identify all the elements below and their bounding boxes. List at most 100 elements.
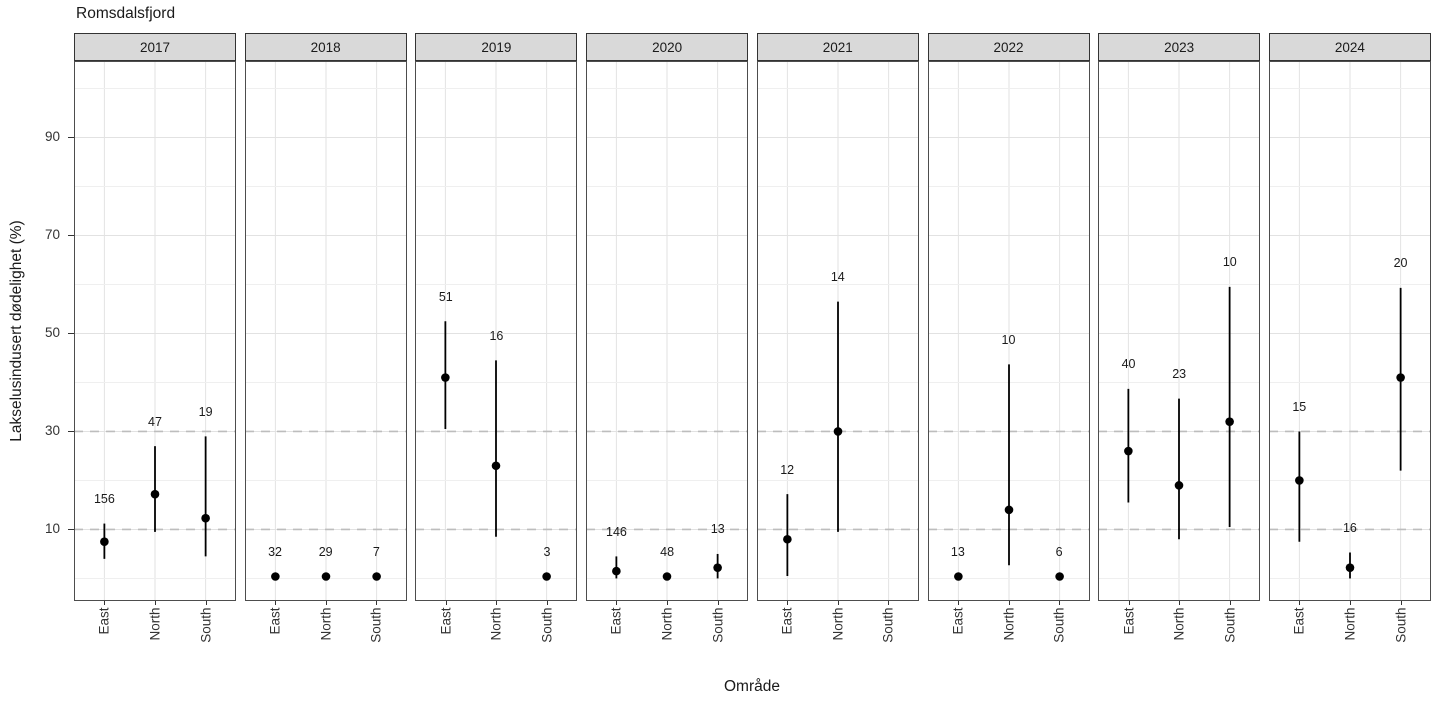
x-axis-tick-mark — [1229, 601, 1231, 605]
point-2023-North — [1174, 481, 1184, 490]
panel-canvas-2024 — [1269, 62, 1430, 600]
facet-strip-2022: 2022 — [927, 33, 1090, 61]
panel-canvas-2019 — [416, 62, 577, 600]
count-label-2022-North: 10 — [1001, 332, 1016, 347]
count-label-2019-South: 3 — [543, 544, 551, 559]
panel-canvas-2022 — [928, 62, 1089, 600]
x-axis-tick-label-east: East — [438, 607, 454, 635]
x-axis-tick-mark — [376, 601, 378, 605]
x-axis-tick-mark — [325, 601, 327, 605]
point-2024-South — [1396, 373, 1405, 382]
x-axis-tick-label-east: East — [96, 607, 112, 635]
y-axis-tick-label: 50 — [44, 325, 60, 341]
x-axis-tick-mark — [616, 601, 618, 605]
facet-panel-2021 — [756, 61, 919, 601]
point-2024-North — [1345, 563, 1355, 572]
x-axis-tick-label-south: South — [368, 607, 384, 643]
facet-strip-2020: 2020 — [586, 33, 749, 61]
chart-title: Romsdalsfjord — [76, 5, 176, 22]
panel-canvas-2021 — [757, 62, 918, 600]
point-2017-South — [201, 513, 210, 523]
x-axis-tick-mark — [547, 601, 549, 605]
facet-panel-2024 — [1268, 61, 1431, 601]
facet-panel-2023 — [1098, 61, 1261, 601]
y-axis-tick-label: 10 — [44, 521, 60, 537]
facet-strip-label: 2023 — [1164, 39, 1195, 55]
count-label-2024-East: 15 — [1292, 399, 1307, 414]
x-axis-tick-label-east: East — [1291, 607, 1307, 635]
facet-strip-label: 2019 — [481, 39, 512, 55]
facet-strip-label: 2018 — [310, 39, 341, 55]
point-2020-North — [662, 572, 672, 581]
facet-strip-2019: 2019 — [415, 33, 578, 61]
panel-canvas-2020 — [587, 62, 748, 600]
point-2022-South — [1054, 572, 1064, 581]
x-axis-tick-mark — [1349, 601, 1351, 605]
point-2018-South — [372, 572, 381, 581]
point-2021-North — [833, 427, 843, 436]
point-2020-South — [713, 563, 723, 572]
panel-canvas-2017 — [75, 62, 235, 600]
x-axis-title: Område — [724, 678, 780, 695]
x-axis-tick-mark — [837, 601, 839, 605]
x-axis-tick-label-south: South — [1222, 607, 1238, 643]
count-label-2020-North: 48 — [660, 544, 675, 559]
x-axis-tick-label-north: North — [318, 607, 334, 641]
y-axis-tick-label: 90 — [44, 129, 60, 145]
facet-strip-2021: 2021 — [756, 33, 919, 61]
count-label-2020-East: 146 — [606, 524, 627, 539]
facet-panel-2017 — [74, 61, 236, 601]
x-axis-tick-label-north: North — [1342, 607, 1358, 641]
point-2019-South — [542, 572, 552, 581]
x-axis-tick-label-north: North — [147, 607, 163, 641]
x-axis-tick-label-east: East — [608, 607, 624, 635]
panel-canvas-2023 — [1099, 62, 1260, 600]
x-axis-tick-mark — [205, 601, 207, 605]
count-label-2019-North: 16 — [489, 328, 504, 343]
facet-panel-2020 — [586, 61, 749, 601]
y-axis-tick-label: 70 — [44, 227, 60, 243]
point-2018-East — [270, 572, 280, 581]
facet-strip-2017: 2017 — [74, 33, 236, 61]
y-axis-tick-mark — [68, 529, 74, 531]
x-axis-tick-mark — [1059, 601, 1061, 605]
point-2019-East — [441, 373, 451, 382]
count-label-2018-South: 7 — [372, 544, 380, 559]
count-label-2017-North: 47 — [148, 414, 162, 429]
x-axis-tick-mark — [445, 601, 447, 605]
x-axis-tick-mark — [957, 601, 959, 605]
point-2024-East — [1294, 476, 1304, 485]
point-2022-North — [1004, 505, 1013, 515]
count-label-2019-East: 51 — [438, 289, 453, 304]
count-label-2018-North: 29 — [318, 544, 333, 559]
point-2020-East — [612, 566, 621, 576]
x-axis-tick-label-north: North — [659, 607, 675, 641]
count-label-2022-East: 13 — [950, 544, 965, 559]
x-axis-tick-label-south: South — [198, 607, 214, 643]
x-axis-tick-label-south: South — [1051, 607, 1067, 643]
count-label-2021-East: 12 — [780, 462, 795, 477]
x-axis-tick-mark — [717, 601, 719, 605]
point-2018-North — [321, 572, 330, 581]
y-axis-tick-label: 30 — [44, 423, 60, 439]
x-axis-tick-mark — [275, 601, 277, 605]
count-label-2018-East: 32 — [268, 544, 283, 559]
count-label-2021-North: 14 — [830, 270, 845, 285]
y-axis-tick-mark — [68, 137, 74, 139]
facet-strip-label: 2021 — [822, 39, 853, 55]
point-2023-South — [1225, 417, 1235, 426]
facet-strip-label: 2024 — [1334, 39, 1365, 55]
x-axis-tick-label-east: East — [1121, 607, 1137, 635]
x-axis-tick-mark — [1400, 601, 1402, 605]
count-label-2024-South: 20 — [1393, 256, 1408, 271]
x-axis-tick-mark — [1299, 601, 1301, 605]
x-axis-tick-mark — [787, 601, 789, 605]
x-axis-tick-label-east: East — [779, 607, 795, 635]
point-2021-East — [782, 534, 792, 544]
facet-strip-2023: 2023 — [1098, 33, 1261, 61]
facet-strip-2024: 2024 — [1268, 33, 1431, 61]
count-label-2017-South: 19 — [198, 404, 213, 419]
x-axis-tick-mark — [888, 601, 890, 605]
count-label-2023-East: 40 — [1121, 357, 1136, 372]
